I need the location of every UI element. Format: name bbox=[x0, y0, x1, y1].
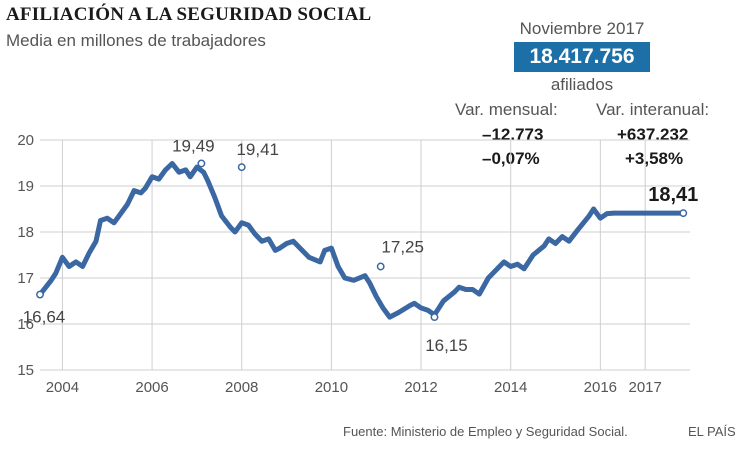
y-tick-label: 16 bbox=[17, 316, 34, 333]
series-line bbox=[37, 161, 686, 320]
y-tick-label: 17 bbox=[17, 270, 34, 287]
annotation-label: 16,64 bbox=[23, 308, 66, 327]
y-tick-label: 20 bbox=[17, 132, 34, 149]
annotation-label: 16,15 bbox=[425, 336, 468, 355]
annotation-label: 19,41 bbox=[236, 140, 279, 159]
x-tick-label: 2006 bbox=[135, 379, 168, 396]
yearly-variation-absolute: +637.232 bbox=[617, 125, 689, 144]
monthly-variation-absolute: –12.773 bbox=[482, 125, 544, 144]
annotation-label: 17,25 bbox=[381, 238, 424, 257]
y-tick-label: 15 bbox=[17, 362, 34, 379]
highlight-unit: afiliados bbox=[550, 75, 614, 94]
monthly-variation-label: Var. mensual: bbox=[455, 100, 558, 119]
x-tick-label: 2010 bbox=[315, 379, 348, 396]
x-tick-label: 2017 bbox=[628, 379, 661, 396]
x-tick-label: 2008 bbox=[225, 379, 258, 396]
x-tick-label: 2012 bbox=[404, 379, 437, 396]
highlight-total-badge: 18.417.756 bbox=[514, 42, 650, 72]
highlight-month: Noviembre 2017 bbox=[519, 19, 645, 38]
chart-title: AFILIACIÓN A LA SEGURIDAD SOCIAL bbox=[6, 4, 372, 25]
annotation-label: 19,49 bbox=[172, 136, 215, 155]
x-tick-label: 2004 bbox=[46, 379, 79, 396]
x-tick-label: 2014 bbox=[494, 379, 527, 396]
annotation-marker bbox=[376, 262, 385, 271]
yearly-variation-label: Var. interanual: bbox=[596, 100, 710, 119]
y-tick-label: 18 bbox=[17, 224, 34, 241]
annotation-label: 18,41 bbox=[648, 184, 698, 206]
annotation-marker bbox=[197, 159, 206, 168]
x-tick-label: 2016 bbox=[584, 379, 617, 396]
source-note: Fuente: Ministerio de Empleo y Seguridad… bbox=[343, 424, 628, 439]
annotation-marker bbox=[679, 209, 688, 218]
annotation-marker bbox=[36, 290, 44, 299]
brand-logo: EL PAÍS bbox=[688, 424, 736, 439]
annotation-marker bbox=[430, 313, 439, 322]
yearly-variation-percent: +3,58% bbox=[625, 149, 684, 168]
chart-subtitle: Media en millones de trabajadores bbox=[6, 31, 266, 50]
y-tick-label: 19 bbox=[17, 178, 34, 195]
annotation-marker bbox=[237, 163, 246, 172]
